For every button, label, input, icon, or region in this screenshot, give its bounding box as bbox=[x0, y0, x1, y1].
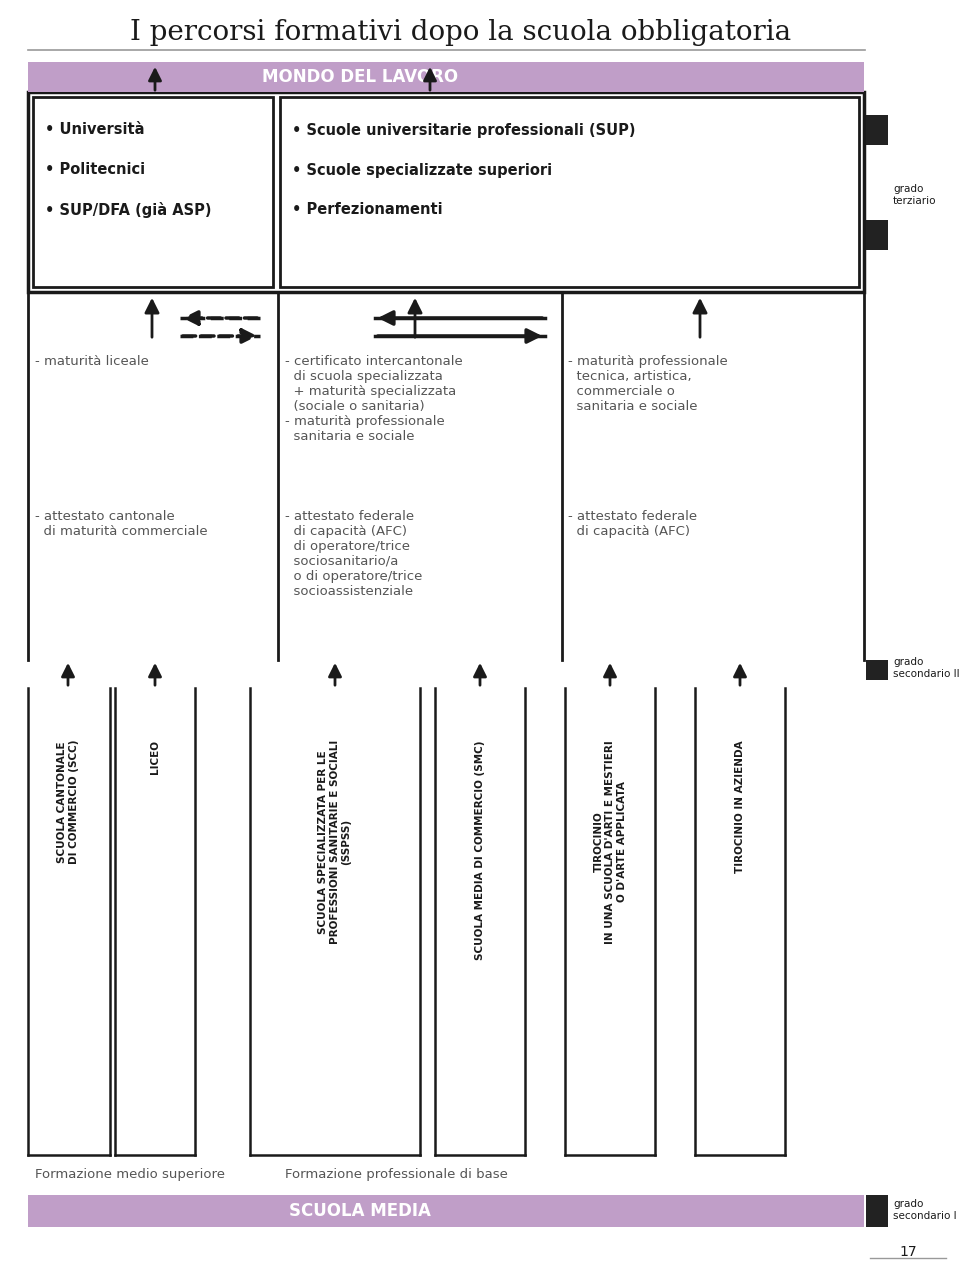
Text: - attestato federale: - attestato federale bbox=[285, 510, 414, 523]
Text: • SUP/DFA (già ASP): • SUP/DFA (già ASP) bbox=[45, 203, 211, 218]
Bar bbox=[280, 97, 859, 287]
Bar bbox=[28, 92, 864, 292]
Text: Formazione professionale di base: Formazione professionale di base bbox=[285, 1169, 508, 1181]
Text: SCUOLA SPECIALIZZATA PER LE
PROFESSIONI SANITARIE E SOCIALI
(SSPSS): SCUOLA SPECIALIZZATA PER LE PROFESSIONI … bbox=[319, 741, 351, 944]
Text: tecnica, artistica,: tecnica, artistica, bbox=[568, 370, 691, 384]
Text: di capacità (AFC): di capacità (AFC) bbox=[568, 525, 690, 538]
Text: di scuola specializzata: di scuola specializzata bbox=[285, 370, 443, 384]
Text: LICEO: LICEO bbox=[150, 741, 160, 774]
Bar bbox=[866, 660, 888, 680]
Text: + maturità specializzata: + maturità specializzata bbox=[285, 385, 456, 398]
Text: grado
secondario II: grado secondario II bbox=[893, 657, 960, 679]
Text: • Politecnici: • Politecnici bbox=[45, 162, 145, 177]
Text: MONDO DEL LAVORO: MONDO DEL LAVORO bbox=[262, 68, 458, 86]
Text: SCUOLA MEDIA: SCUOLA MEDIA bbox=[289, 1201, 431, 1220]
Bar bbox=[28, 1195, 864, 1227]
Text: - maturità professionale: - maturità professionale bbox=[568, 354, 728, 368]
Text: - attestato cantonale: - attestato cantonale bbox=[35, 510, 175, 523]
Text: TIROCINIO
IN UNA SCUOLA D'ARTI E MESTIERI
O D'ARTE APPLICATA: TIROCINIO IN UNA SCUOLA D'ARTI E MESTIER… bbox=[593, 741, 627, 943]
Text: socioassistenziale: socioassistenziale bbox=[285, 585, 413, 598]
Text: - attestato federale: - attestato federale bbox=[568, 510, 697, 523]
Bar bbox=[866, 1195, 888, 1227]
Text: commerciale o: commerciale o bbox=[568, 385, 675, 398]
Text: 17: 17 bbox=[900, 1244, 917, 1258]
Text: sanitaria e sociale: sanitaria e sociale bbox=[568, 400, 698, 413]
Text: grado
terziario: grado terziario bbox=[893, 184, 937, 206]
Text: grado
secondario I: grado secondario I bbox=[893, 1199, 956, 1220]
Text: SCUOLA MEDIA DI COMMERCIO (SMC): SCUOLA MEDIA DI COMMERCIO (SMC) bbox=[475, 741, 485, 960]
Text: o di operatore/trice: o di operatore/trice bbox=[285, 570, 422, 584]
Text: • Università: • Università bbox=[45, 123, 145, 138]
Text: - certificato intercantonale: - certificato intercantonale bbox=[285, 354, 463, 368]
Text: • Perfezionamenti: • Perfezionamenti bbox=[292, 203, 443, 218]
Text: • Scuole specializzate superiori: • Scuole specializzate superiori bbox=[292, 162, 552, 177]
Text: I percorsi formativi dopo la scuola obbligatoria: I percorsi formativi dopo la scuola obbl… bbox=[130, 19, 791, 46]
Text: Formazione medio superiore: Formazione medio superiore bbox=[35, 1169, 225, 1181]
Text: sanitaria e sociale: sanitaria e sociale bbox=[285, 430, 415, 443]
Text: SCUOLA CANTONALE
DI COMMERCIO (SCC): SCUOLA CANTONALE DI COMMERCIO (SCC) bbox=[58, 741, 79, 865]
Text: - maturità professionale: - maturità professionale bbox=[285, 415, 444, 428]
Text: di capacità (AFC): di capacità (AFC) bbox=[285, 525, 407, 538]
Text: di maturità commerciale: di maturità commerciale bbox=[35, 525, 207, 538]
Text: (sociale o sanitaria): (sociale o sanitaria) bbox=[285, 400, 424, 413]
Bar bbox=[866, 220, 888, 249]
Text: sociosanitario/a: sociosanitario/a bbox=[285, 555, 398, 568]
Text: - maturità liceale: - maturità liceale bbox=[35, 354, 149, 368]
Bar bbox=[866, 115, 888, 146]
Text: di operatore/trice: di operatore/trice bbox=[285, 541, 410, 553]
Bar bbox=[33, 97, 273, 287]
Text: TIROCINIO IN AZIENDA: TIROCINIO IN AZIENDA bbox=[735, 741, 745, 872]
Bar bbox=[28, 62, 864, 92]
Text: • Scuole universitarie professionali (SUP): • Scuole universitarie professionali (SU… bbox=[292, 123, 636, 138]
